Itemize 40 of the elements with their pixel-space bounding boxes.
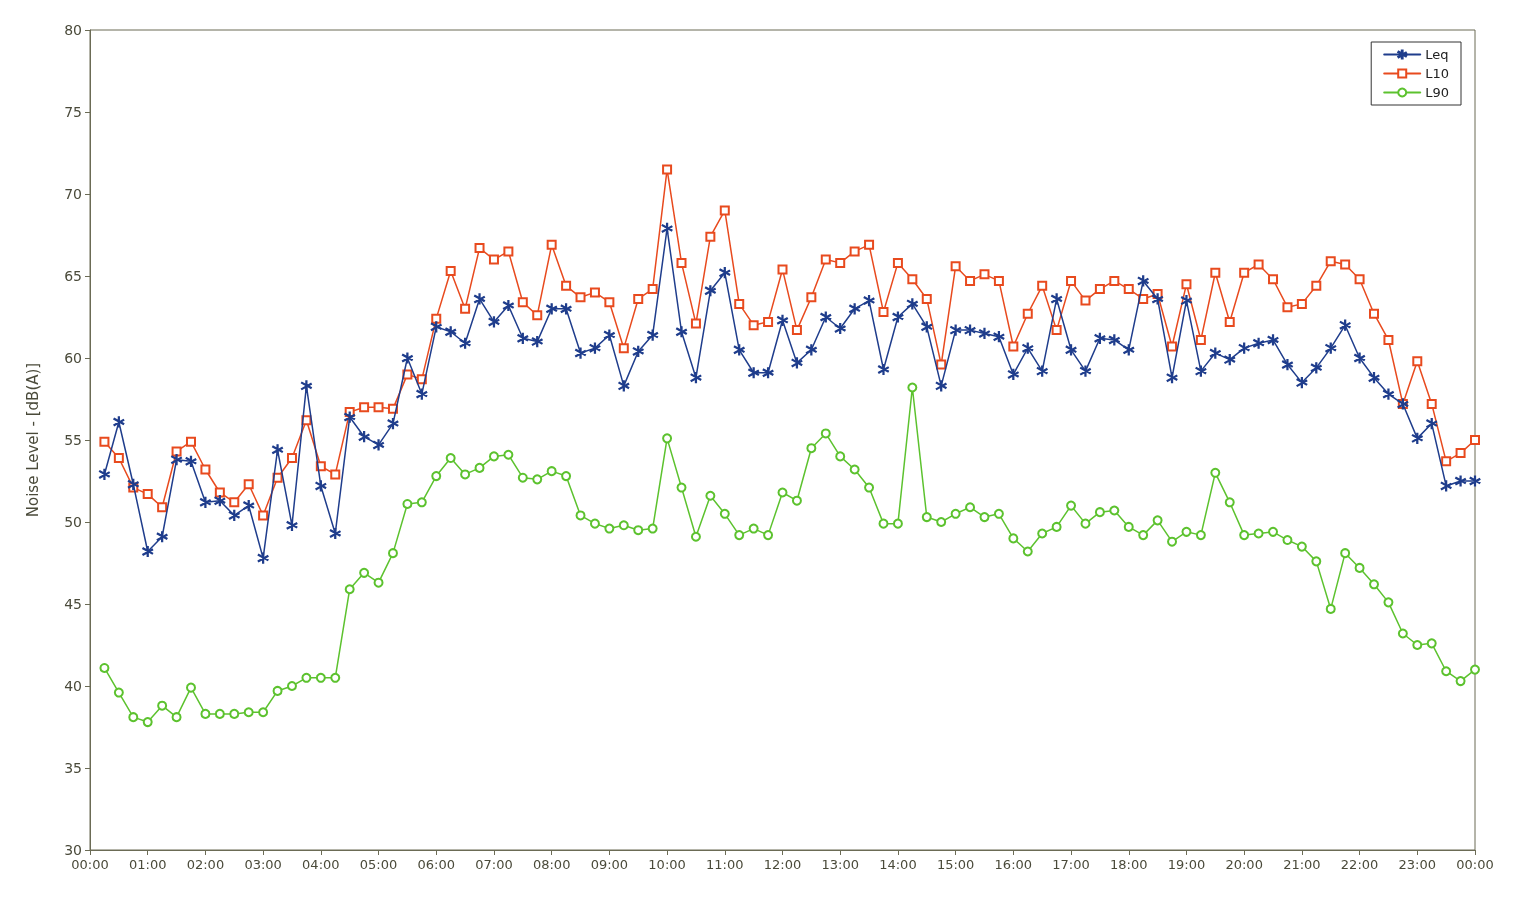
y-tick-label: 60 bbox=[64, 350, 82, 366]
y-tick-label: 45 bbox=[64, 596, 82, 612]
x-tick-label: 05:00 bbox=[359, 857, 398, 872]
x-tick-label: 02:00 bbox=[186, 857, 225, 872]
x-tick-label: 06:00 bbox=[417, 857, 455, 872]
x-tick-label: 08:00 bbox=[532, 857, 571, 872]
x-tick-label: 16:00 bbox=[994, 857, 1033, 872]
x-tick-label: 09:00 bbox=[590, 857, 629, 872]
x-tick-label: 00:00 bbox=[1456, 857, 1494, 872]
y-tick-label: 80 bbox=[64, 22, 82, 38]
legend-label: Leq bbox=[1425, 47, 1449, 62]
x-tick-label: 19:00 bbox=[1167, 857, 1206, 872]
x-tick-label: 14:00 bbox=[879, 857, 917, 872]
y-tick-label: 40 bbox=[64, 678, 82, 694]
legend-label: L90 bbox=[1425, 85, 1450, 100]
x-tick-label: 21:00 bbox=[1283, 857, 1321, 872]
x-tick-label: 07:00 bbox=[475, 857, 513, 872]
x-tick-label: 18:00 bbox=[1110, 857, 1148, 872]
x-tick-label: 10:00 bbox=[648, 857, 686, 872]
y-axis-title: Noise Level - [dB(A)] bbox=[23, 362, 42, 518]
x-tick-label: 01:00 bbox=[128, 857, 167, 872]
x-tick-label: 17:00 bbox=[1052, 857, 1090, 872]
x-tick-label: 23:00 bbox=[1398, 857, 1437, 872]
x-tick-label: 13:00 bbox=[821, 857, 859, 872]
y-tick-label: 65 bbox=[64, 268, 82, 284]
x-tick-label: 04:00 bbox=[302, 857, 340, 872]
x-tick-label: 22:00 bbox=[1340, 857, 1379, 872]
y-tick-label: 70 bbox=[64, 186, 82, 202]
legend-label: L10 bbox=[1425, 66, 1450, 81]
y-tick-label: 50 bbox=[64, 514, 82, 530]
x-tick-label: 03:00 bbox=[244, 857, 282, 872]
x-tick-label: 11:00 bbox=[706, 857, 744, 872]
y-tick-label: 35 bbox=[64, 760, 82, 776]
x-tick-label: 20:00 bbox=[1225, 857, 1263, 872]
x-tick-label: 00:00 bbox=[71, 857, 109, 872]
y-tick-label: 55 bbox=[64, 432, 82, 448]
y-tick-label: 30 bbox=[64, 842, 82, 858]
x-tick-label: 12:00 bbox=[763, 857, 802, 872]
x-tick-label: 15:00 bbox=[936, 857, 975, 872]
y-tick-label: 75 bbox=[64, 104, 82, 120]
